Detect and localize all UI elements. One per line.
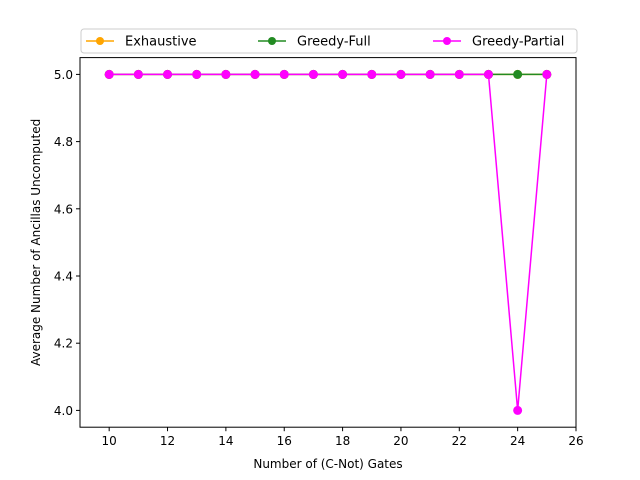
x-tick-label: 26: [568, 434, 583, 448]
x-axis-ticks: 10 12 14 16 18 20 22 24 26: [102, 427, 584, 448]
y-tick-label: 5.0: [54, 68, 73, 82]
x-tick-label: 14: [218, 434, 233, 448]
y-tick-label: 4.6: [54, 202, 73, 216]
x-tick-label: 24: [510, 434, 525, 448]
y-tick-label: 4.0: [54, 404, 73, 418]
data-point: [279, 69, 289, 79]
legend-label: Greedy-Partial: [472, 35, 564, 50]
data-point: [513, 405, 523, 415]
data-point: [454, 69, 464, 79]
series-greedy-partial: [104, 69, 552, 415]
legend-item: Greedy-Partial: [433, 35, 564, 50]
x-tick-label: 22: [452, 434, 467, 448]
y-axis-ticks: 4.0 4.2 4.4 4.6 4.8 5.0: [54, 68, 80, 418]
legend-marker: [96, 37, 104, 45]
data-point: [513, 69, 523, 79]
x-tick-label: 20: [393, 434, 408, 448]
data-point: [133, 69, 143, 79]
data-point: [308, 69, 318, 79]
x-tick-label: 12: [160, 434, 175, 448]
data-point: [104, 69, 114, 79]
data-point: [250, 69, 260, 79]
data-point: [192, 69, 202, 79]
data-point: [425, 69, 435, 79]
legend-label: Greedy-Full: [297, 35, 371, 50]
legend-marker: [268, 37, 276, 45]
y-tick-label: 4.8: [54, 135, 73, 149]
series-line: [109, 73, 548, 411]
data-point: [367, 69, 377, 79]
legend-frame: [80, 28, 578, 54]
data-point: [338, 69, 348, 79]
data-point: [542, 69, 552, 79]
x-tick-label: 18: [335, 434, 350, 448]
x-axis-label: Number of (C-Not) Gates: [253, 457, 402, 471]
legend-item: Exhaustive: [86, 35, 197, 50]
y-tick-label: 4.4: [54, 270, 73, 284]
data-point: [396, 69, 406, 79]
legend-marker: [443, 37, 451, 45]
data-point: [221, 69, 231, 79]
y-tick-label: 4.2: [54, 337, 73, 351]
x-tick-label: 10: [102, 434, 117, 448]
plot-area: [104, 69, 552, 415]
data-point: [483, 69, 493, 79]
data-point: [163, 69, 173, 79]
legend: Exhaustive Greedy-Full Greedy-Partial: [80, 28, 578, 54]
axes-frame: [79, 57, 577, 428]
legend-item: Greedy-Full: [258, 35, 371, 50]
x-tick-label: 16: [277, 434, 292, 448]
y-axis-label: Average Number of Ancillas Uncomputed: [29, 119, 43, 366]
legend-label: Exhaustive: [125, 35, 197, 50]
